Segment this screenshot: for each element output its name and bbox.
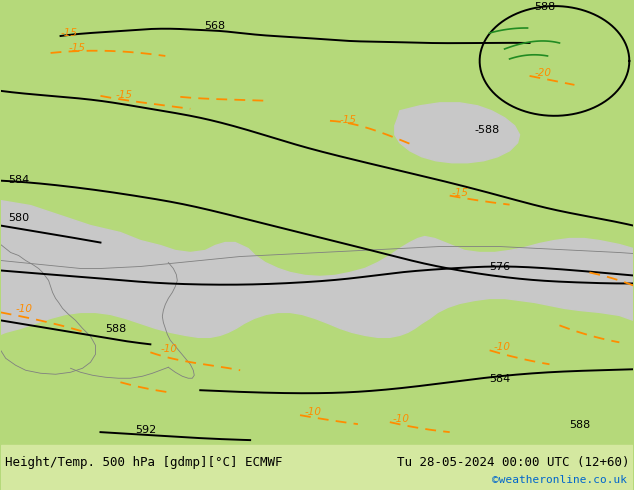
Text: -15: -15 [340, 115, 357, 125]
Text: -15: -15 [451, 188, 469, 197]
Text: 588: 588 [534, 2, 556, 12]
Text: -10: -10 [494, 343, 510, 352]
Text: 584: 584 [9, 174, 30, 185]
Text: -588: -588 [475, 125, 500, 135]
Text: -15: -15 [115, 90, 133, 100]
Polygon shape [1, 200, 633, 337]
Text: 588: 588 [105, 324, 127, 334]
Text: -10: -10 [16, 304, 33, 315]
Text: -10: -10 [393, 414, 410, 424]
Polygon shape [395, 103, 519, 163]
Text: -20: -20 [534, 68, 552, 78]
Text: Height/Temp. 500 hPa [gdmp][°C] ECMWF: Height/Temp. 500 hPa [gdmp][°C] ECMWF [4, 456, 282, 468]
Text: 568: 568 [205, 21, 226, 31]
Text: -15: -15 [68, 43, 86, 53]
Text: 584: 584 [489, 374, 511, 384]
Bar [1, 445, 633, 490]
Text: Tu 28-05-2024 00:00 UTC (12+60): Tu 28-05-2024 00:00 UTC (12+60) [397, 456, 630, 468]
Text: 588: 588 [569, 420, 591, 430]
Text: -10: -10 [305, 407, 322, 417]
Text: ©weatheronline.co.uk: ©weatheronline.co.uk [493, 475, 627, 485]
Text: 580: 580 [9, 213, 30, 222]
Polygon shape [427, 241, 517, 298]
Text: 592: 592 [136, 425, 157, 435]
Text: -15: -15 [61, 28, 77, 38]
Text: 576: 576 [489, 263, 511, 272]
Text: -10: -10 [160, 344, 178, 354]
